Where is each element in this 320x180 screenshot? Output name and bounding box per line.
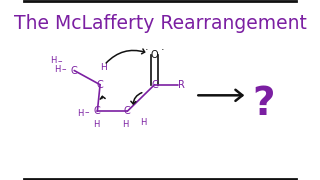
Text: H: H [50, 56, 56, 65]
Text: R: R [178, 80, 185, 90]
Text: The McLafferty Rearrangement: The McLafferty Rearrangement [13, 14, 307, 33]
Text: C: C [151, 80, 158, 90]
Text: –: – [58, 57, 62, 66]
Text: –: – [84, 109, 89, 118]
Text: –: – [61, 65, 66, 74]
Text: C: C [124, 106, 131, 116]
Text: ·: · [145, 46, 149, 55]
Text: C: C [97, 80, 103, 90]
Text: H: H [100, 63, 107, 72]
Text: H: H [54, 65, 60, 74]
Text: H: H [93, 120, 100, 129]
Text: ?: ? [252, 85, 275, 123]
Text: O: O [151, 50, 158, 60]
Text: H: H [140, 118, 146, 127]
Text: C: C [94, 106, 101, 116]
Text: C: C [71, 66, 77, 75]
Text: H: H [77, 109, 84, 118]
Text: ·: · [160, 46, 164, 55]
Text: H: H [122, 120, 128, 129]
